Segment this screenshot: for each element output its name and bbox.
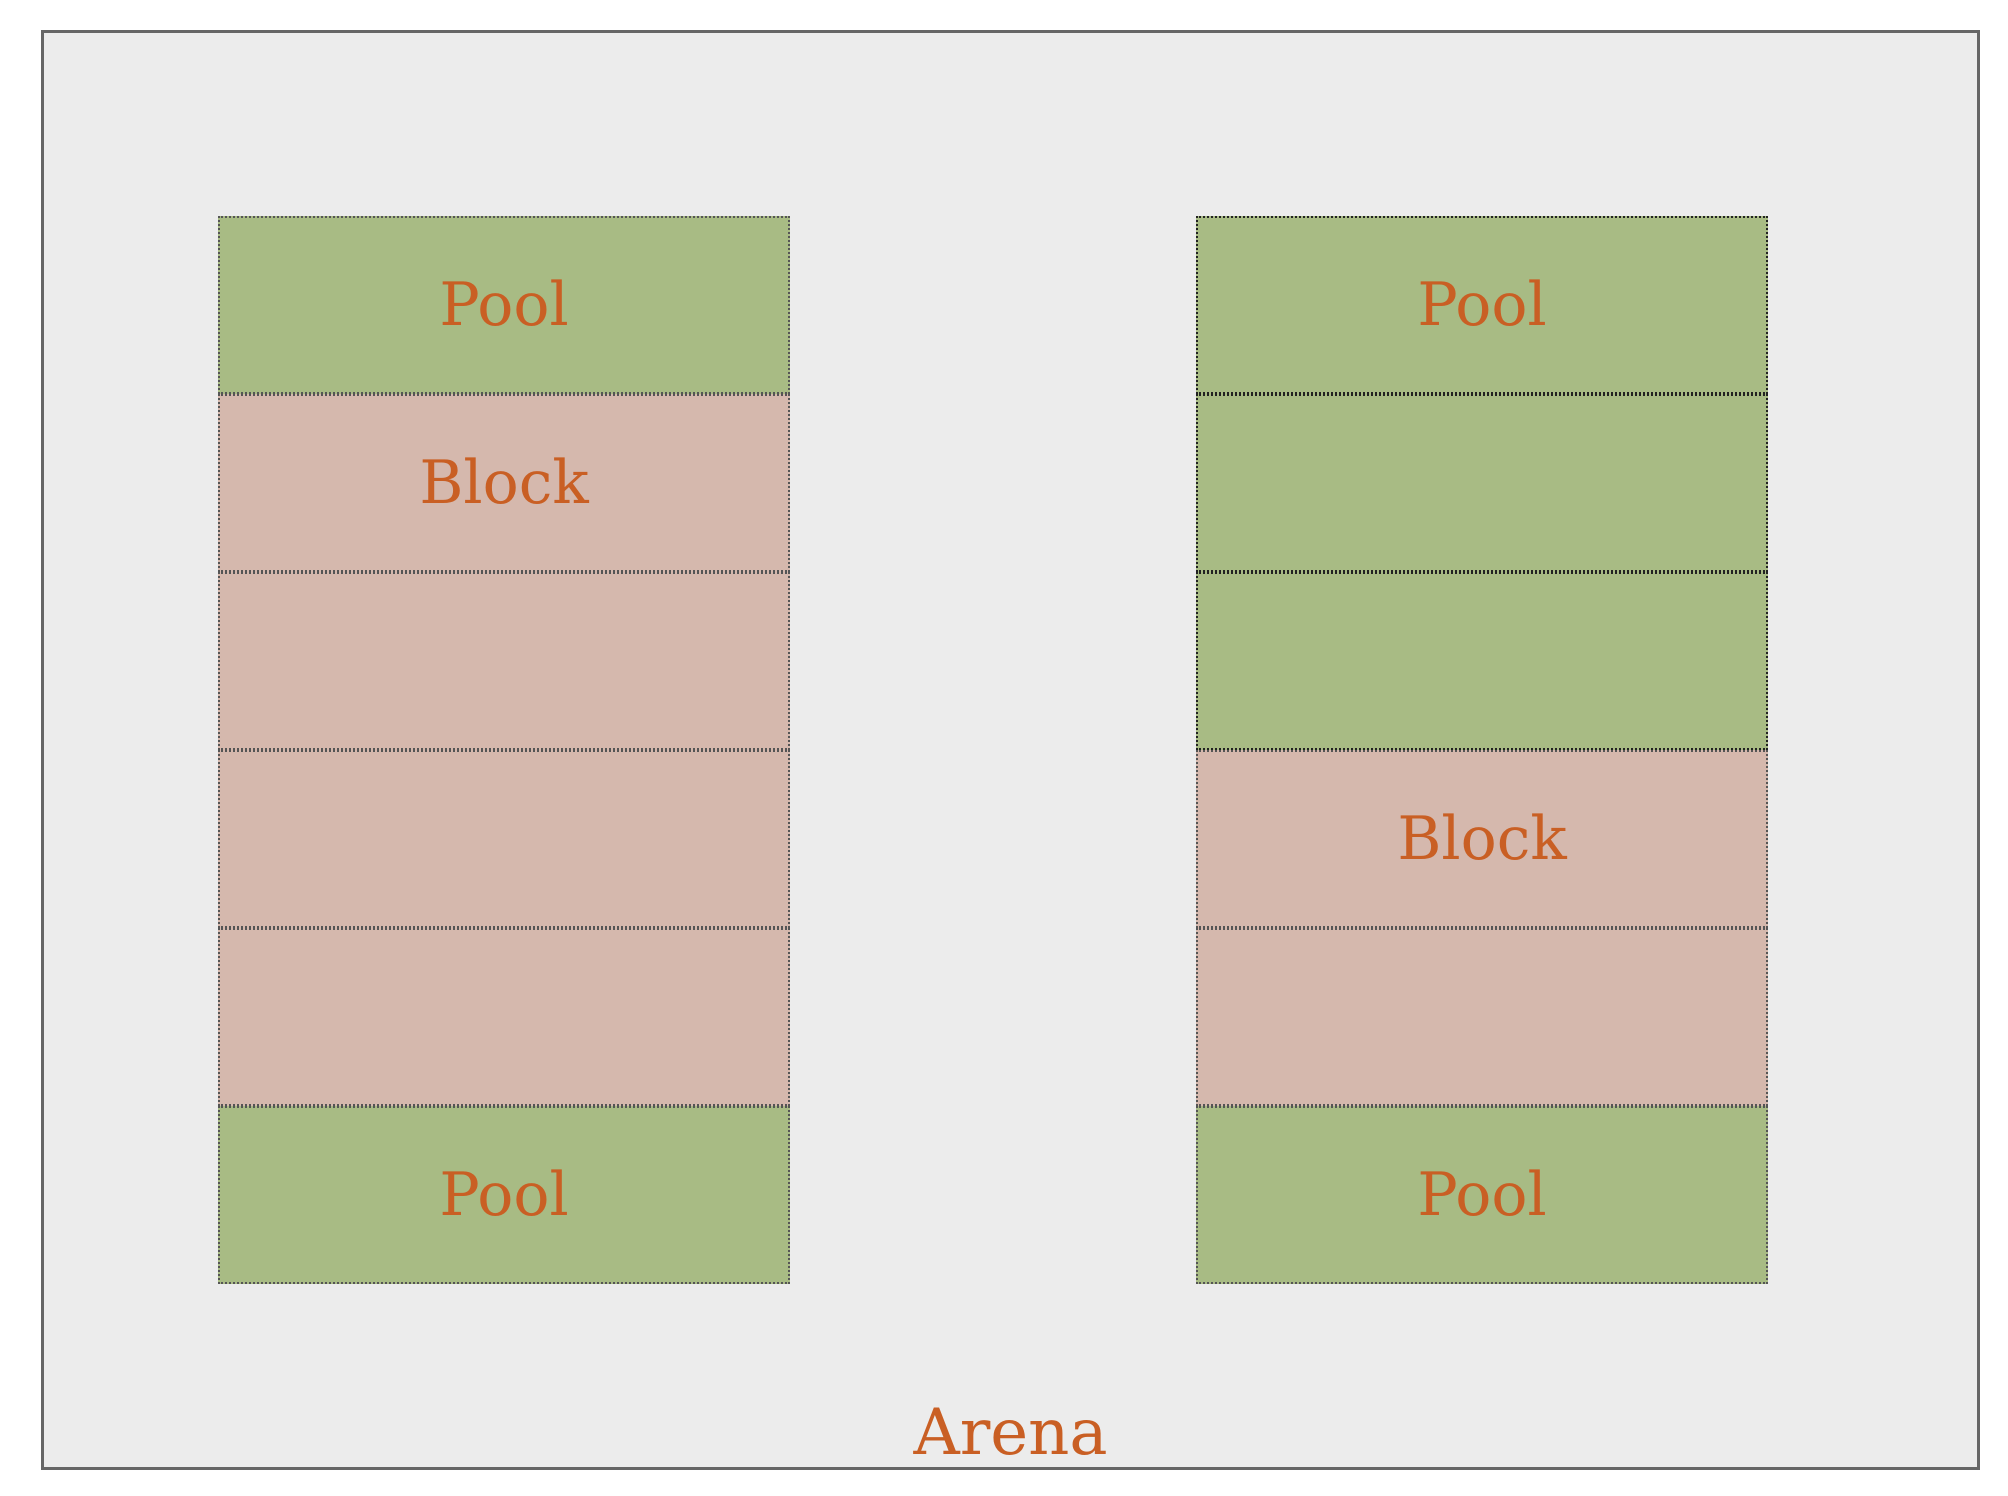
pool-cell: Pool — [218, 216, 790, 394]
arena-label: Arena — [913, 1396, 1108, 1470]
pool-cell: Pool — [218, 1106, 790, 1284]
block-cell: Block — [1196, 750, 1768, 928]
pool-cell — [1196, 572, 1768, 750]
block-cell — [1196, 928, 1768, 1106]
pool-cell — [1196, 394, 1768, 572]
block-cell: Block — [218, 394, 790, 572]
left-column: Pool Block Pool — [218, 216, 790, 1286]
arena: Pool Block Pool Pool Block Pool Arena — [41, 30, 1980, 1470]
block-cell — [218, 750, 790, 928]
block-cell — [218, 928, 790, 1106]
block-cell — [218, 572, 790, 750]
pool-cell: Pool — [1196, 216, 1768, 394]
right-column: Pool Block Pool — [1196, 216, 1768, 1286]
pool-cell: Pool — [1196, 1106, 1768, 1284]
